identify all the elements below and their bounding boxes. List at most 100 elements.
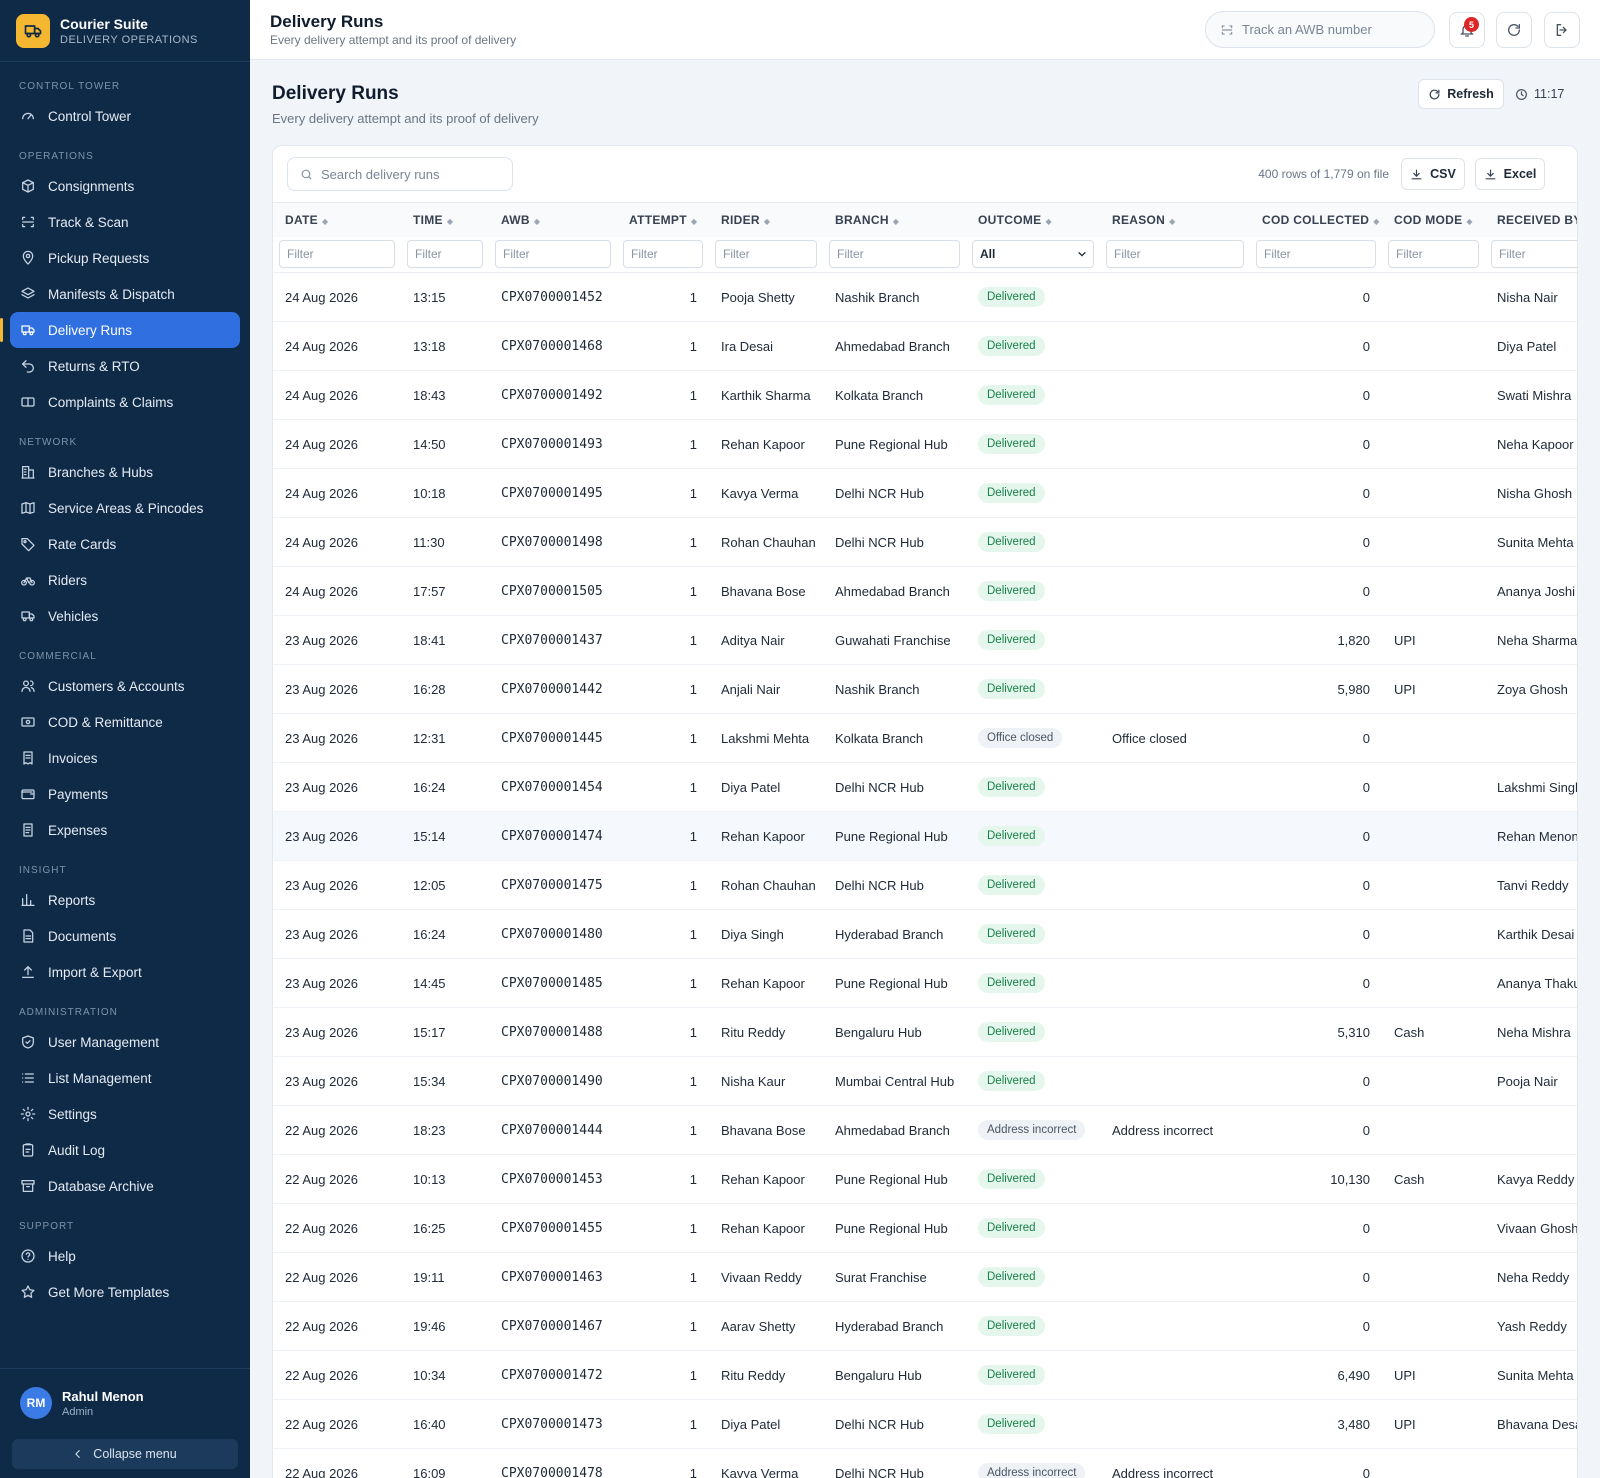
sidebar-item-help[interactable]: Help <box>10 1238 240 1274</box>
column-header-awb[interactable]: AWB ◆ <box>489 202 617 237</box>
table-row[interactable]: 22 Aug 2026 16:09 CPX0700001478 1 Kavya Verm… <box>273 1448 1577 1478</box>
sidebar-item-returns-and-rto[interactable]: Returns & RTO <box>10 348 240 384</box>
sidebar-item-reports[interactable]: Reports <box>10 882 240 918</box>
sidebar-item-invoices[interactable]: Invoices <box>10 740 240 776</box>
column-header-rider[interactable]: RIDER ◆ <box>709 202 823 237</box>
table-row[interactable]: 23 Aug 2026 15:17 CPX0700001488 1 Ritu Reddy… <box>273 1007 1577 1057</box>
table-row[interactable]: 22 Aug 2026 19:11 CPX0700001463 1 Vivaan Red… <box>273 1252 1577 1302</box>
sidebar-item-riders[interactable]: Riders <box>10 562 240 598</box>
table-row[interactable]: 22 Aug 2026 10:13 CPX0700001453 1 Rehan Kapo… <box>273 1154 1577 1204</box>
cell-time: 16:40 <box>401 1399 489 1449</box>
filter-input-time[interactable]: Filter <box>407 240 483 269</box>
table-row[interactable]: 23 Aug 2026 14:45 CPX0700001485 1 Rehan Kapo… <box>273 958 1577 1008</box>
filter-input-cod-mode[interactable]: Filter <box>1388 240 1479 269</box>
table-row[interactable]: 24 Aug 2026 10:18 CPX0700001495 1 Kavya Verm… <box>273 468 1577 518</box>
filter-input-awb[interactable]: Filter <box>495 240 611 269</box>
sidebar-item-delivery-runs[interactable]: Delivery Runs <box>0 312 240 348</box>
cell-date: 22 Aug 2026 <box>273 1252 401 1302</box>
notifications-button[interactable]: 5 <box>1449 12 1485 48</box>
outcome-filter-select[interactable]: All <box>972 240 1094 269</box>
sidebar-item-service-areas-and-pincodes[interactable]: Service Areas & Pincodes <box>10 490 240 526</box>
cell-cod-collected: 0 <box>1250 517 1382 567</box>
column-header-date[interactable]: DATE ◆ <box>273 202 401 237</box>
filter-input-reason[interactable]: Filter <box>1106 240 1244 269</box>
sidebar-item-complaints-and-claims[interactable]: Complaints & Claims <box>10 384 240 420</box>
sidebar-item-payments[interactable]: Payments <box>10 776 240 812</box>
sidebar-item-branches-and-hubs[interactable]: Branches & Hubs <box>10 454 240 490</box>
sidebar-item-database-archive[interactable]: Database Archive <box>10 1168 240 1204</box>
table-row[interactable]: 22 Aug 2026 16:25 CPX0700001455 1 Rehan Kapo… <box>273 1203 1577 1253</box>
filter-input-cod-collected[interactable]: Filter <box>1256 240 1376 269</box>
search-input[interactable]: Search delivery runs <box>287 157 513 191</box>
column-header-reason[interactable]: REASON ◆ <box>1100 202 1250 237</box>
cell-branch: Delhi NCR Hub <box>823 1448 966 1478</box>
column-header-time[interactable]: TIME ◆ <box>401 202 489 237</box>
sidebar-item-customers-and-accounts[interactable]: Customers & Accounts <box>10 668 240 704</box>
avatar[interactable]: RM <box>20 1387 52 1419</box>
column-header-branch[interactable]: BRANCH ◆ <box>823 202 966 237</box>
table-row[interactable]: 24 Aug 2026 11:30 CPX0700001498 1 Rohan Chau… <box>273 517 1577 567</box>
sidebar-item-pickup-requests[interactable]: Pickup Requests <box>10 240 240 276</box>
table-row[interactable]: 24 Aug 2026 18:43 CPX0700001492 1 Karthik Sh… <box>273 370 1577 420</box>
export-csv-button[interactable]: CSV <box>1401 158 1465 190</box>
column-header-attempt[interactable]: ATTEMPT ◆ <box>617 202 709 237</box>
sidebar-item-consignments[interactable]: Consignments <box>10 168 240 204</box>
sidebar-item-manifests-and-dispatch[interactable]: Manifests & Dispatch <box>10 276 240 312</box>
sidebar-item-label: Invoices <box>48 750 98 766</box>
sidebar-item-rate-cards[interactable]: Rate Cards <box>10 526 240 562</box>
table-row[interactable]: 23 Aug 2026 12:31 CPX0700001445 1 Lakshmi Me… <box>273 713 1577 763</box>
table-row[interactable]: 22 Aug 2026 18:23 CPX0700001444 1 Bhavana Bo… <box>273 1105 1577 1155</box>
sidebar-item-user-management[interactable]: User Management <box>10 1024 240 1060</box>
table-row[interactable]: 24 Aug 2026 17:57 CPX0700001505 1 Bhavana Bo… <box>273 566 1577 616</box>
filter-input-date[interactable]: Filter <box>279 240 395 269</box>
status-badge: Delivered <box>978 385 1045 405</box>
table-row[interactable]: 24 Aug 2026 13:15 CPX0700001452 1 Pooja Shet… <box>273 272 1577 322</box>
column-header-cod-mode[interactable]: COD MODE ◆ <box>1382 202 1485 237</box>
cell-branch: Pune Regional Hub <box>823 1154 966 1204</box>
reload-button[interactable] <box>1496 12 1532 48</box>
sidebar-item-settings[interactable]: Settings <box>10 1096 240 1132</box>
table-row[interactable]: 22 Aug 2026 10:34 CPX0700001472 1 Ritu Reddy… <box>273 1350 1577 1400</box>
cell-time: 14:50 <box>401 419 489 469</box>
logout-button[interactable] <box>1544 12 1580 48</box>
sidebar-item-get-more-templates[interactable]: Get More Templates <box>10 1274 240 1310</box>
cell-time: 15:17 <box>401 1007 489 1057</box>
gauge-icon <box>19 107 37 125</box>
cell-branch: Pune Regional Hub <box>823 1203 966 1253</box>
sidebar-item-control-tower[interactable]: Control Tower <box>10 98 240 134</box>
sidebar-item-import-and-export[interactable]: Import & Export <box>10 954 240 990</box>
table-row[interactable]: 22 Aug 2026 19:46 CPX0700001467 1 Aarav Shet… <box>273 1301 1577 1351</box>
table-row[interactable]: 23 Aug 2026 15:34 CPX0700001490 1 Nisha Kaur… <box>273 1056 1577 1106</box>
cell-branch: Bengaluru Hub <box>823 1350 966 1400</box>
collapse-menu-button[interactable]: Collapse menu <box>12 1439 238 1469</box>
table-row[interactable]: 23 Aug 2026 16:28 CPX0700001442 1 Anjali Nai… <box>273 664 1577 714</box>
table-row[interactable]: 23 Aug 2026 16:24 CPX0700001454 1 Diya Patel… <box>273 762 1577 812</box>
export-excel-button[interactable]: Excel <box>1475 158 1545 190</box>
refresh-button[interactable]: Refresh <box>1418 79 1504 109</box>
sidebar-item-vehicles[interactable]: Vehicles <box>10 598 240 634</box>
table-row[interactable]: 23 Aug 2026 16:24 CPX0700001480 1 Diya Singh… <box>273 909 1577 959</box>
column-header-received-by[interactable]: RECEIVED BY◆ <box>1485 202 1577 237</box>
sidebar-item-track-and-scan[interactable]: Track & Scan <box>10 204 240 240</box>
column-header-cod-collected[interactable]: COD COLLECTED ◆ <box>1250 202 1382 237</box>
table-row[interactable]: 23 Aug 2026 18:41 CPX0700001437 1 Aditya Nai… <box>273 615 1577 665</box>
filter-input-attempt[interactable]: Filter <box>623 240 703 269</box>
sidebar-item-list-management[interactable]: List Management <box>10 1060 240 1096</box>
column-header-outcome[interactable]: OUTCOME ◆ <box>966 202 1100 237</box>
table-row[interactable]: 22 Aug 2026 16:40 CPX0700001473 1 Diya Patel… <box>273 1399 1577 1449</box>
sidebar-item-documents[interactable]: Documents <box>10 918 240 954</box>
sidebar-item-cod-and-remittance[interactable]: COD & Remittance <box>10 704 240 740</box>
filter-input-branch[interactable]: Filter <box>829 240 960 269</box>
track-awb-input[interactable]: Track an AWB number <box>1205 11 1435 48</box>
sidebar-item-expenses[interactable]: Expenses <box>10 812 240 848</box>
cell-time: 16:09 <box>401 1448 489 1478</box>
table-row[interactable]: 24 Aug 2026 14:50 CPX0700001493 1 Rehan Kapo… <box>273 419 1577 469</box>
filter-input-rider[interactable]: Filter <box>715 240 817 269</box>
table-row[interactable]: 23 Aug 2026 15:14 CPX0700001474 1 Rehan Kapo… <box>273 811 1577 861</box>
table-row[interactable]: 24 Aug 2026 13:18 CPX0700001468 1 Ira Desai A… <box>273 321 1577 371</box>
table-row[interactable]: 23 Aug 2026 12:05 CPX0700001475 1 Rohan Chau… <box>273 860 1577 910</box>
cell-received-by: Ananya Joshi <box>1485 566 1577 616</box>
sidebar-item-audit-log[interactable]: Audit Log <box>10 1132 240 1168</box>
cell-cod-mode: Cash <box>1382 1007 1485 1057</box>
filter-input-received-by[interactable]: Filter <box>1491 240 1577 269</box>
